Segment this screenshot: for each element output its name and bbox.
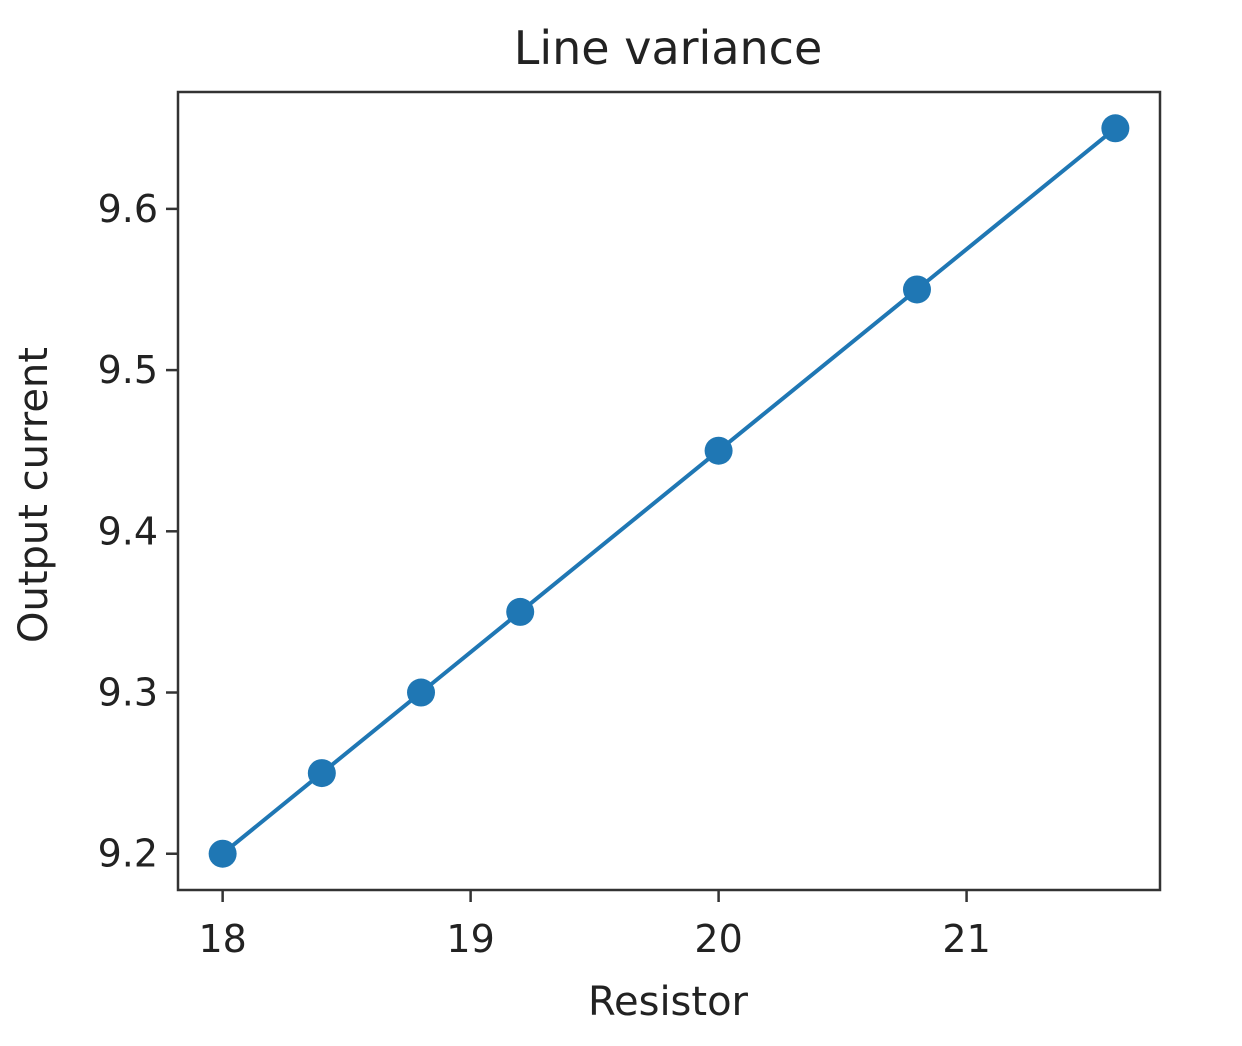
x-tick-label: 21 xyxy=(942,917,990,961)
x-axis: 18 19 20 21 xyxy=(198,890,991,961)
chart-title: Line variance xyxy=(514,21,823,75)
data-point xyxy=(902,275,931,304)
data-point xyxy=(307,759,336,788)
y-tick-label: 9.4 xyxy=(98,509,158,553)
y-tick-label: 9.6 xyxy=(98,187,158,231)
y-tick-label: 9.3 xyxy=(98,671,158,715)
x-tick-label: 18 xyxy=(198,917,246,961)
data-point xyxy=(208,839,237,868)
y-axis: 9.2 9.3 9.4 9.5 9.6 xyxy=(98,187,178,876)
data-point xyxy=(506,597,535,626)
x-tick-label: 20 xyxy=(694,917,742,961)
data-point xyxy=(704,436,733,465)
series-line xyxy=(221,126,1117,856)
x-axis-label: Resistor xyxy=(588,979,749,1025)
y-axis-label: Output current xyxy=(11,347,57,643)
plot-frame xyxy=(176,90,1162,892)
data-point xyxy=(1101,114,1130,143)
y-tick-label: 9.5 xyxy=(98,348,158,392)
x-tick-label: 19 xyxy=(446,917,494,961)
y-tick-label: 9.2 xyxy=(98,832,158,876)
plot-series xyxy=(208,114,1130,868)
data-point xyxy=(407,678,436,707)
